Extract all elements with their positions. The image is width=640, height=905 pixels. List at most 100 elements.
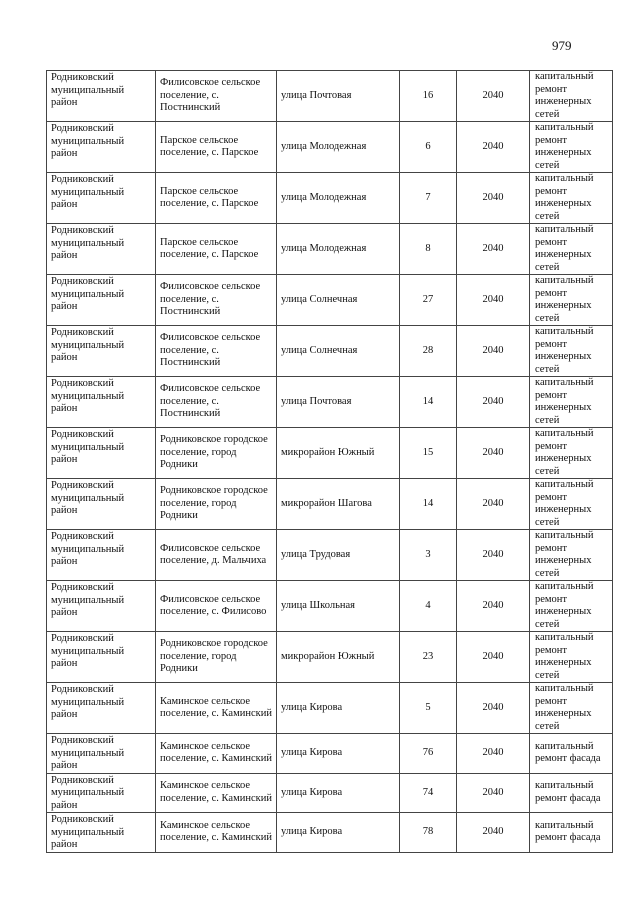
district-cell: Родниковский муниципальный район	[46, 274, 156, 326]
house-number-cell: 78	[399, 812, 457, 853]
work-type-cell: капитальный ремонт фасада	[529, 812, 613, 853]
table-row: Родниковский муниципальный район Каминско…	[46, 682, 613, 734]
table-row: Родниковский муниципальный район Филисовс…	[46, 325, 613, 377]
district-cell: Родниковский муниципальный район	[46, 529, 156, 581]
table-row: Родниковский муниципальный район Каминско…	[46, 812, 613, 853]
year-cell: 2040	[456, 325, 530, 377]
work-type-cell: капитальный ремонт инженерных сетей	[529, 121, 613, 173]
work-type-cell: капитальный ремонт инженерных сетей	[529, 223, 613, 275]
year-cell: 2040	[456, 529, 530, 581]
street-cell: улица Трудовая	[276, 529, 400, 581]
year-cell: 2040	[456, 376, 530, 428]
settlement-cell: Родниковское городское поселение, город …	[155, 478, 277, 530]
year-cell: 2040	[456, 733, 530, 774]
street-cell: микрорайон Южный	[276, 427, 400, 479]
street-cell: улица Кирова	[276, 812, 400, 853]
street-cell: улица Почтовая	[276, 70, 400, 122]
district-cell: Родниковский муниципальный район	[46, 121, 156, 173]
district-cell: Родниковский муниципальный район	[46, 772, 156, 813]
work-type-cell: капитальный ремонт фасада	[529, 733, 613, 774]
settlement-cell: Филисовское сельское поселение, с. Постн…	[155, 325, 277, 377]
settlement-cell: Каминское сельское поселение, с. Каминск…	[155, 682, 277, 734]
street-cell: улица Школьная	[276, 580, 400, 632]
house-number-cell: 5	[399, 682, 457, 734]
table-row: Родниковский муниципальный район Филисовс…	[46, 376, 613, 428]
house-number-cell: 6	[399, 121, 457, 173]
settlement-cell: Родниковское городское поселение, город …	[155, 631, 277, 683]
street-cell: улица Молодежная	[276, 172, 400, 224]
page-number: 979	[552, 38, 572, 53]
table-row: Родниковский муниципальный район Родников…	[46, 631, 613, 683]
district-cell: Родниковский муниципальный район	[46, 733, 156, 774]
year-cell: 2040	[456, 631, 530, 683]
settlement-cell: Филисовское сельское поселение, д. Мальч…	[155, 529, 277, 581]
year-cell: 2040	[456, 427, 530, 479]
table-row: Родниковский муниципальный район Филисовс…	[46, 70, 613, 122]
work-type-cell: капитальный ремонт инженерных сетей	[529, 274, 613, 326]
street-cell: улица Молодежная	[276, 121, 400, 173]
work-type-cell: капитальный ремонт инженерных сетей	[529, 172, 613, 224]
table-row: Родниковский муниципальный район Парское …	[46, 223, 613, 275]
street-cell: улица Солнечная	[276, 274, 400, 326]
street-cell: улица Почтовая	[276, 376, 400, 428]
table-row: Родниковский муниципальный район Каминско…	[46, 733, 613, 774]
year-cell: 2040	[456, 172, 530, 224]
district-cell: Родниковский муниципальный район	[46, 631, 156, 683]
district-cell: Родниковский муниципальный район	[46, 376, 156, 428]
year-cell: 2040	[456, 682, 530, 734]
work-type-cell: капитальный ремонт фасада	[529, 772, 613, 813]
district-cell: Родниковский муниципальный район	[46, 812, 156, 853]
table-row: Родниковский муниципальный район Филисовс…	[46, 580, 613, 632]
district-cell: Родниковский муниципальный район	[46, 478, 156, 530]
house-number-cell: 15	[399, 427, 457, 479]
table-row: Родниковский муниципальный район Филисовс…	[46, 274, 613, 326]
year-cell: 2040	[456, 772, 530, 813]
table-row: Родниковский муниципальный район Родников…	[46, 427, 613, 479]
district-cell: Родниковский муниципальный район	[46, 325, 156, 377]
house-number-cell: 3	[399, 529, 457, 581]
work-type-cell: капитальный ремонт инженерных сетей	[529, 631, 613, 683]
repair-schedule-table: Родниковский муниципальный район Филисовс…	[46, 70, 613, 853]
settlement-cell: Филисовское сельское поселение, с. Постн…	[155, 376, 277, 428]
work-type-cell: капитальный ремонт инженерных сетей	[529, 376, 613, 428]
house-number-cell: 4	[399, 580, 457, 632]
work-type-cell: капитальный ремонт инженерных сетей	[529, 70, 613, 122]
work-type-cell: капитальный ремонт инженерных сетей	[529, 325, 613, 377]
street-cell: улица Кирова	[276, 772, 400, 813]
table-row: Родниковский муниципальный район Каминско…	[46, 772, 613, 813]
house-number-cell: 14	[399, 478, 457, 530]
settlement-cell: Каминское сельское поселение, с. Каминск…	[155, 812, 277, 853]
table-row: Родниковский муниципальный район Филисовс…	[46, 529, 613, 581]
house-number-cell: 76	[399, 733, 457, 774]
settlement-cell: Парское сельское поселение, с. Парское	[155, 172, 277, 224]
house-number-cell: 8	[399, 223, 457, 275]
house-number-cell: 7	[399, 172, 457, 224]
table-row: Родниковский муниципальный район Парское …	[46, 121, 613, 173]
table-row: Родниковский муниципальный район Родников…	[46, 478, 613, 530]
year-cell: 2040	[456, 274, 530, 326]
district-cell: Родниковский муниципальный район	[46, 427, 156, 479]
year-cell: 2040	[456, 812, 530, 853]
street-cell: улица Кирова	[276, 733, 400, 774]
year-cell: 2040	[456, 223, 530, 275]
settlement-cell: Филисовское сельское поселение, с. Постн…	[155, 70, 277, 122]
year-cell: 2040	[456, 478, 530, 530]
year-cell: 2040	[456, 580, 530, 632]
house-number-cell: 74	[399, 772, 457, 813]
district-cell: Родниковский муниципальный район	[46, 580, 156, 632]
work-type-cell: капитальный ремонт инженерных сетей	[529, 580, 613, 632]
street-cell: микрорайон Шагова	[276, 478, 400, 530]
street-cell: микрорайон Южный	[276, 631, 400, 683]
street-cell: улица Солнечная	[276, 325, 400, 377]
house-number-cell: 27	[399, 274, 457, 326]
work-type-cell: капитальный ремонт инженерных сетей	[529, 682, 613, 734]
settlement-cell: Родниковское городское поселение, город …	[155, 427, 277, 479]
house-number-cell: 23	[399, 631, 457, 683]
year-cell: 2040	[456, 70, 530, 122]
district-cell: Родниковский муниципальный район	[46, 223, 156, 275]
work-type-cell: капитальный ремонт инженерных сетей	[529, 427, 613, 479]
table-row: Родниковский муниципальный район Парское …	[46, 172, 613, 224]
work-type-cell: капитальный ремонт инженерных сетей	[529, 529, 613, 581]
settlement-cell: Каминское сельское поселение, с. Каминск…	[155, 772, 277, 813]
district-cell: Родниковский муниципальный район	[46, 172, 156, 224]
